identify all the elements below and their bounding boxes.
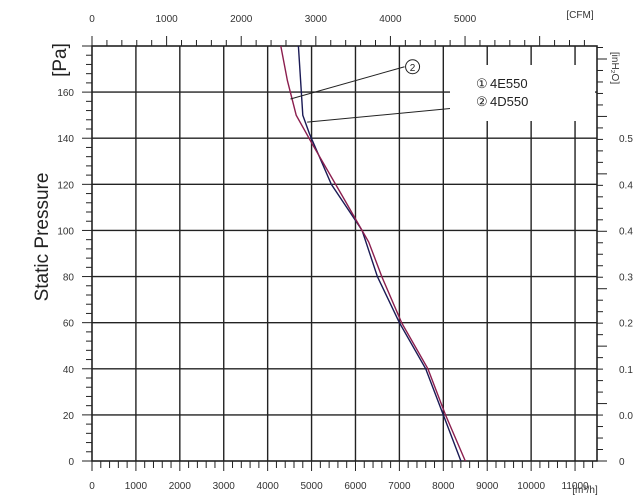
y-tick-label: 120 bbox=[57, 180, 74, 191]
y-tick-label: 0 bbox=[68, 457, 74, 468]
top-tick-label: 0 bbox=[89, 14, 95, 25]
x-tick-label: 3000 bbox=[213, 481, 236, 492]
callout-leader bbox=[290, 66, 405, 100]
legend-box bbox=[450, 65, 595, 121]
right-tick-label: 0.4 bbox=[619, 226, 633, 237]
right-tick-label: 0.5 bbox=[619, 134, 633, 145]
x-tick-label: 8000 bbox=[432, 481, 455, 492]
right-tick-label: 0 bbox=[619, 457, 625, 468]
x-tick-label: 9000 bbox=[476, 481, 499, 492]
y-tick-label: 100 bbox=[57, 226, 74, 237]
unit-top: [CFM] bbox=[566, 10, 593, 21]
grid-layer bbox=[91, 45, 598, 462]
unit-left: [Pa] bbox=[50, 43, 71, 77]
legend: ① 4E550 ② 4D550 bbox=[450, 65, 595, 121]
unit-bottom: [m³/h] bbox=[572, 485, 598, 496]
plot-frame bbox=[91, 45, 598, 462]
x-tick-label: 10000 bbox=[517, 481, 545, 492]
series-line-1 bbox=[297, 45, 462, 462]
top-tick-label: 4000 bbox=[379, 14, 402, 25]
minor-ticks bbox=[82, 36, 607, 471]
x-tick-label: 5000 bbox=[300, 481, 323, 492]
x-tick-label: 1000 bbox=[125, 481, 148, 492]
legend-marker-1: ① bbox=[476, 76, 488, 91]
top-tick-label: 2000 bbox=[230, 14, 253, 25]
unit-right: [inH₂O] bbox=[609, 52, 620, 84]
y-tick-label: 20 bbox=[63, 411, 75, 422]
label-layer: 0 1000 2000 3000 4000 5000 6000 7000 8000 9000 100… bbox=[57, 14, 633, 492]
right-tick-label: 0.0 bbox=[619, 411, 633, 422]
y-axis-title: Static Pressure bbox=[32, 173, 53, 302]
x-tick-label: 11000 bbox=[562, 481, 590, 492]
right-tick-label: 0.4 bbox=[619, 180, 633, 191]
series-line-2 bbox=[280, 45, 466, 462]
top-tick-label: 3000 bbox=[305, 14, 328, 25]
top-tick-label: 5000 bbox=[454, 14, 477, 25]
callout-marker: 2 bbox=[410, 63, 416, 74]
right-tick-label: 0.1 bbox=[619, 365, 633, 376]
legend-marker-2: ② bbox=[476, 94, 488, 109]
x-tick-label: 6000 bbox=[344, 481, 367, 492]
right-tick-label: 0.3 bbox=[619, 273, 633, 284]
y-tick-label: 140 bbox=[57, 134, 74, 145]
y-tick-label: 60 bbox=[63, 319, 75, 330]
top-tick-label: 1000 bbox=[155, 14, 178, 25]
y-tick-label: 160 bbox=[57, 88, 74, 99]
x-tick-label: 7000 bbox=[388, 481, 411, 492]
x-tick-label: 2000 bbox=[169, 481, 192, 492]
right-tick-label: 0.2 bbox=[619, 319, 633, 330]
x-tick-label: 0 bbox=[89, 481, 95, 492]
legend-label-2: 4D550 bbox=[490, 94, 528, 109]
callout-leader bbox=[307, 107, 453, 123]
legend-label-1: 4E550 bbox=[490, 76, 528, 91]
x-tick-label: 4000 bbox=[257, 481, 280, 492]
y-tick-label: 40 bbox=[63, 365, 75, 376]
series-layer bbox=[280, 45, 469, 462]
callout-circle bbox=[405, 59, 421, 75]
y-tick-label: 80 bbox=[63, 273, 75, 284]
